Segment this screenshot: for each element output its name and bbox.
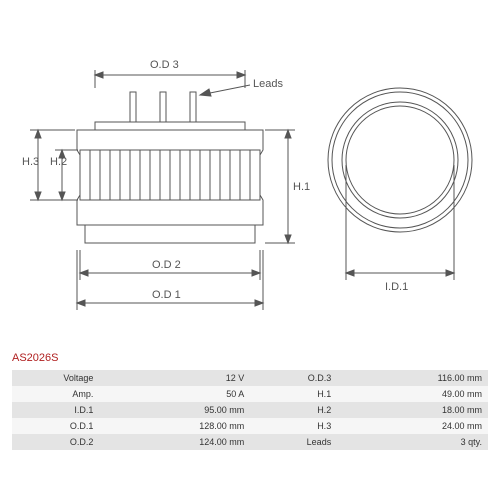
spec-label: O.D.3: [250, 370, 337, 386]
spec-label: O.D.1: [12, 418, 99, 434]
spec-label: H.2: [250, 402, 337, 418]
spec-value: 12 V: [99, 370, 250, 386]
label-h2: H.2: [50, 156, 67, 168]
spec-value: 128.00 mm: [99, 418, 250, 434]
technical-diagram: O.D 3 Leads H.3 H.2 H.1 O.D 2 O.D 1 I.D.…: [0, 0, 500, 350]
spec-label: Leads: [250, 434, 337, 450]
spec-value: 50 A: [99, 386, 250, 402]
spec-label: I.D.1: [12, 402, 99, 418]
spec-label: Amp.: [12, 386, 99, 402]
spec-value: 95.00 mm: [99, 402, 250, 418]
spec-value: 124.00 mm: [99, 434, 250, 450]
label-id1: I.D.1: [385, 281, 408, 293]
spec-label: H.1: [250, 386, 337, 402]
spec-value: 49.00 mm: [337, 386, 488, 402]
spec-label: H.3: [250, 418, 337, 434]
specifications-table: Voltage 12 V O.D.3 116.00 mm Amp. 50 A H…: [12, 370, 488, 450]
spec-value: 116.00 mm: [337, 370, 488, 386]
label-od1: O.D 1: [152, 289, 181, 301]
spec-value: 18.00 mm: [337, 402, 488, 418]
label-od3: O.D 3: [150, 59, 179, 71]
part-number: AS2026S: [12, 352, 58, 364]
label-h3: H.3: [22, 156, 39, 168]
spec-label: O.D.2: [12, 434, 99, 450]
spec-label: Voltage: [12, 370, 99, 386]
label-leads: Leads: [253, 78, 283, 90]
label-od2: O.D 2: [152, 259, 181, 271]
spec-value: 3 qty.: [337, 434, 488, 450]
label-h1: H.1: [293, 181, 310, 193]
spec-value: 24.00 mm: [337, 418, 488, 434]
